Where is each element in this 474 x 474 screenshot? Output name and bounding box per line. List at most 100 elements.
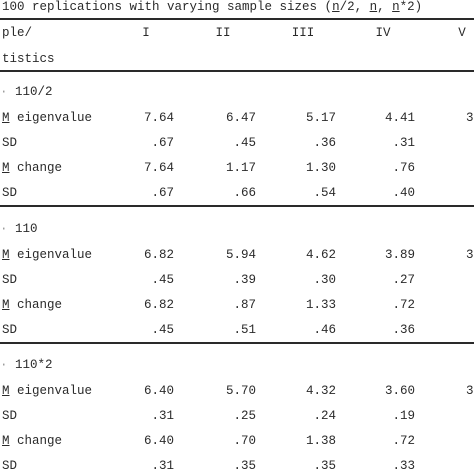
row-label-text: SD [2, 459, 18, 473]
table-cell: .35 [233, 459, 256, 473]
row-label-m: M [2, 111, 10, 125]
table-cell: 7.64 [143, 111, 174, 125]
table-cell: .35 [313, 459, 336, 473]
row-label: M change [2, 161, 62, 175]
table-cell: 1.33 [305, 298, 336, 312]
row-label: SD [2, 136, 17, 150]
row-label: M eigenvalue [2, 384, 92, 398]
table-cell: .45 [151, 323, 174, 337]
table-caption: 100 replications with varying sample siz… [2, 0, 422, 14]
stub-header-line1: ple/ [2, 26, 33, 40]
group-rule [0, 342, 474, 344]
row-label-text: change [9, 298, 63, 312]
table-cell: 4.62 [305, 248, 336, 262]
table-cell: .67 [151, 186, 174, 200]
column-header-II: II [215, 26, 231, 40]
row-label-m: M [2, 434, 10, 448]
table-cell: 7.64 [143, 161, 174, 175]
caption-n: n [392, 0, 400, 14]
table-cell: 6.47 [225, 111, 256, 125]
table-cell-partial: 3 [466, 384, 474, 398]
table-cell: 4.32 [305, 384, 336, 398]
row-label-text: eigenvalue [9, 248, 93, 262]
caption-text: 100 replications with varying sample siz… [2, 0, 333, 14]
group-label: · 110/2 [0, 85, 53, 99]
table-cell-partial: 3 [466, 248, 474, 262]
stub-header-line2: tistics [2, 52, 55, 66]
row-label: M change [2, 298, 62, 312]
group-marker-icon: · [0, 85, 16, 99]
table-cell: .25 [233, 409, 256, 423]
row-label-m: M [2, 161, 10, 175]
table-cell: .45 [233, 136, 256, 150]
row-label-text: SD [2, 136, 18, 150]
table-cell: .72 [392, 434, 415, 448]
column-header-I: I [142, 26, 150, 40]
column-header-V: V [458, 26, 466, 40]
row-label-text: SD [2, 186, 18, 200]
table-cell: .19 [392, 409, 415, 423]
group-marker-icon: · [0, 358, 16, 372]
table-cell: .30 [313, 273, 336, 287]
row-label-text: change [9, 161, 63, 175]
group-label-text: 110*2 [15, 358, 53, 372]
table-cell: .67 [151, 136, 174, 150]
table-cell: .39 [233, 273, 256, 287]
table-cell: 5.94 [225, 248, 256, 262]
row-label-text: eigenvalue [9, 384, 93, 398]
caption-n: n [332, 0, 340, 14]
table-cell: 6.82 [143, 298, 174, 312]
row-label: SD [2, 186, 17, 200]
table-cell: .27 [392, 273, 415, 287]
table-cell-partial: 3 [466, 111, 474, 125]
caption-text: /2, [339, 0, 370, 14]
row-label: M eigenvalue [2, 111, 92, 125]
table-cell: .46 [313, 323, 336, 337]
group-label: · 110 [0, 222, 38, 236]
table-cell: .51 [233, 323, 256, 337]
table-cell: 3.60 [384, 384, 415, 398]
table-cell: 6.40 [143, 434, 174, 448]
table-cell: .24 [313, 409, 336, 423]
top-rule [0, 18, 474, 20]
row-label: SD [2, 323, 17, 337]
row-label: SD [2, 409, 17, 423]
row-label-text: change [9, 434, 63, 448]
table-cell: .40 [392, 186, 415, 200]
table-cell: .72 [392, 298, 415, 312]
group-label-text: 110/2 [15, 85, 53, 99]
table-cell: 1.38 [305, 434, 336, 448]
table-cell: 4.41 [384, 111, 415, 125]
table-cell: .76 [392, 161, 415, 175]
table-cell: .54 [313, 186, 336, 200]
row-label-text: eigenvalue [9, 111, 93, 125]
table-cell: 3.89 [384, 248, 415, 262]
row-label: M eigenvalue [2, 248, 92, 262]
table-cell: 5.70 [225, 384, 256, 398]
table-cell: .36 [313, 136, 336, 150]
table-cell: .31 [151, 409, 174, 423]
table-cell: .45 [151, 273, 174, 287]
group-label-text: 110 [15, 222, 38, 236]
table-cell: 1.17 [225, 161, 256, 175]
row-label-m: M [2, 298, 10, 312]
caption-n: n [369, 0, 378, 14]
group-label: · 110*2 [0, 358, 53, 372]
table-cell: .36 [392, 323, 415, 337]
row-label-m: M [2, 384, 10, 398]
caption-text: *2) [399, 0, 423, 14]
table-cell: .31 [151, 459, 174, 473]
column-header-IV: IV [375, 26, 391, 40]
row-label-m: M [2, 248, 10, 262]
table-cell: 6.82 [143, 248, 174, 262]
row-label: SD [2, 273, 17, 287]
header-rule [0, 70, 474, 72]
table-cell: 5.17 [305, 111, 336, 125]
table-cell: 6.40 [143, 384, 174, 398]
row-label: M change [2, 434, 62, 448]
group-rule [0, 205, 474, 207]
table-cell: .87 [233, 298, 256, 312]
table-cell: .33 [392, 459, 415, 473]
table-cell: .31 [392, 136, 415, 150]
column-header-III: III [291, 26, 315, 40]
